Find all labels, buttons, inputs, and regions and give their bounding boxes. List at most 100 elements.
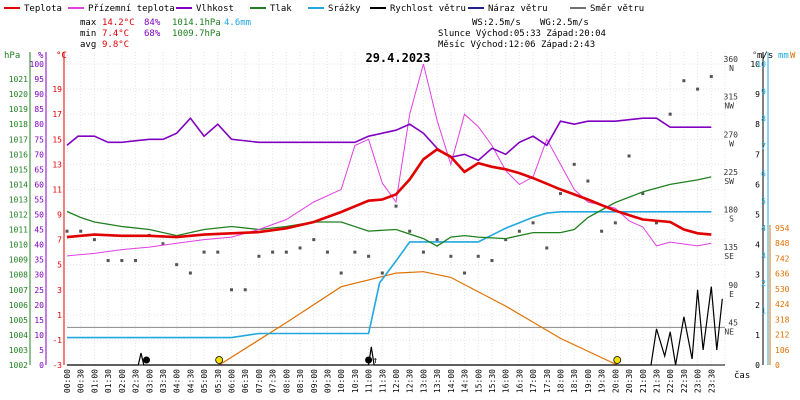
temp-tick-label: -3 xyxy=(52,361,62,370)
wind-dir-dot xyxy=(120,258,124,262)
hum-tick-label: 75 xyxy=(34,135,44,144)
hum-tick-label: 20 xyxy=(34,301,44,310)
x-tick-label: 05:30 xyxy=(214,369,223,393)
stat-min-label: min xyxy=(80,29,96,39)
rain-tick-label: 4 xyxy=(761,224,766,233)
wind-tick-label: 9 xyxy=(755,90,760,99)
temp-tick-label: 5 xyxy=(57,261,62,270)
hum-tick-label: 70 xyxy=(34,150,44,159)
hum-tick-label: 35 xyxy=(34,256,44,265)
dir-tick-label: 90 xyxy=(728,281,738,290)
legend-label: Směr větru xyxy=(590,4,644,14)
x-tick-label: 09:30 xyxy=(323,369,332,393)
x-tick-label: 07:30 xyxy=(269,369,278,393)
series-humidity xyxy=(66,116,712,162)
hum-tick-label: 80 xyxy=(34,120,44,129)
legend-label: Tlak xyxy=(270,4,292,14)
wind-dir-dot xyxy=(421,250,425,254)
unit-wind: m/s xyxy=(757,51,773,61)
event-marker-black xyxy=(143,356,151,364)
wind-dir-dot xyxy=(92,238,96,242)
x-tick-label: 06:00 xyxy=(228,369,237,393)
x-tick-label: 00:30 xyxy=(77,369,86,393)
stat-max-rain: 4.6mm xyxy=(224,18,251,28)
press-tick-label: 1005 xyxy=(9,316,28,325)
x-tick-label: 02:00 xyxy=(118,369,127,393)
legend-label: Náraz větru xyxy=(488,4,548,14)
x-tick-label: 10:30 xyxy=(351,369,360,393)
temp-tick-label: 3 xyxy=(57,286,62,295)
solar-tick-label: 212 xyxy=(775,331,790,340)
dir-tick-label: 225 xyxy=(724,168,739,177)
x-tick-label: 09:00 xyxy=(310,369,319,393)
press-tick-label: 1018 xyxy=(9,120,28,129)
x-tick-label: 01:30 xyxy=(104,369,113,393)
unit-rain: mm xyxy=(778,51,789,61)
wind-dir-dot xyxy=(216,250,220,254)
dir-name-label: NW xyxy=(724,102,734,111)
dir-name-label: W xyxy=(729,139,734,148)
legend-label: Teplota xyxy=(24,4,62,14)
wind-dir-dot xyxy=(65,229,69,233)
hum-tick-label: 50 xyxy=(34,211,44,220)
wind-tick-label: 2 xyxy=(755,301,760,310)
stat-ws: WS:2.5m/s xyxy=(472,18,521,28)
wind-dir-dot xyxy=(243,288,247,292)
hum-tick-label: 10 xyxy=(34,331,44,340)
wind-dir-dot xyxy=(709,75,713,79)
x-tick-label: 23:30 xyxy=(707,369,716,393)
press-tick-label: 1016 xyxy=(9,150,28,159)
hum-tick-label: 45 xyxy=(34,226,44,235)
x-tick-label: 20:00 xyxy=(611,369,620,393)
x-tick-label: 02:30 xyxy=(132,369,141,393)
wind-dir-dot xyxy=(394,204,398,208)
hum-tick-label: 60 xyxy=(34,180,44,189)
wind-dir-dot xyxy=(627,154,631,158)
x-tick-label: 22:30 xyxy=(680,369,689,393)
unit-temp: °C xyxy=(56,51,67,61)
legend-label: Rychlost větru xyxy=(390,4,466,14)
wind-dir-dot xyxy=(312,238,316,242)
series-temp xyxy=(66,147,712,239)
wind-dir-dot xyxy=(367,254,371,258)
press-tick-label: 1008 xyxy=(9,271,28,280)
rain-tick-label: 8 xyxy=(761,115,766,124)
temp-tick-label: -1 xyxy=(52,336,62,345)
x-tick-label: 21:00 xyxy=(639,369,648,393)
wind-dir-dot xyxy=(641,192,645,196)
x-tick-label: 05:00 xyxy=(200,369,209,393)
stat-min-hum: 68% xyxy=(144,29,161,39)
x-tick-label: 07:00 xyxy=(255,369,264,393)
x-tick-label: 15:30 xyxy=(488,369,497,393)
wind-dir-dot xyxy=(188,271,192,275)
temp-tick-label: 17 xyxy=(52,110,62,119)
x-tick-label: 04:00 xyxy=(173,369,182,393)
press-tick-label: 1012 xyxy=(9,211,28,220)
stat-moon: Měsíc Východ:12:06 Západ:2:43 xyxy=(438,40,595,50)
dir-tick-label: 360 xyxy=(724,55,739,64)
series-solar xyxy=(218,271,618,366)
solar-tick-label: 742 xyxy=(775,254,790,263)
wind-dir-dot xyxy=(339,271,343,275)
press-tick-label: 1020 xyxy=(9,90,28,99)
press-tick-label: 1014 xyxy=(9,180,28,189)
rain-tick-label: 2 xyxy=(761,279,766,288)
press-tick-label: 1021 xyxy=(9,75,28,84)
rain-tick-label: 9 xyxy=(761,87,766,96)
dir-tick-label: 315 xyxy=(724,93,739,102)
legend: Teplota Přízemní teplota Vlhkost Tlak Srážky… xyxy=(4,4,644,14)
temp-tick-label: 7 xyxy=(57,236,62,245)
dir-tick-label: 45 xyxy=(728,318,738,327)
solar-tick-label: 318 xyxy=(775,315,790,324)
axis-layer: 1002100310041005100610071008100910101011… xyxy=(9,52,790,393)
wind-dir-dot xyxy=(517,229,521,233)
event-arrow-label: ↑ xyxy=(373,356,378,366)
wind-dir-dot xyxy=(545,246,549,250)
x-tick-label: 08:00 xyxy=(282,369,291,393)
wind-dir-dot xyxy=(175,263,179,267)
solar-tick-label: 530 xyxy=(775,285,790,294)
solar-tick-label: 848 xyxy=(775,239,790,248)
temp-tick-label: 11 xyxy=(52,185,62,194)
x-tick-label: 18:30 xyxy=(570,369,579,393)
